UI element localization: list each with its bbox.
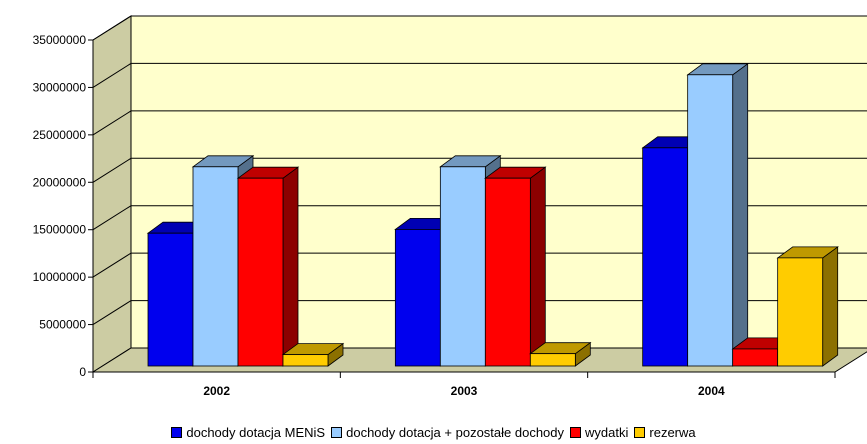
y-tick-label: 20000000 bbox=[33, 175, 87, 189]
legend-label: dochody dotacja + pozostałe dochody bbox=[346, 425, 565, 440]
legend-item: wydatki bbox=[570, 425, 628, 440]
y-tick-label: 5000000 bbox=[39, 318, 86, 332]
legend-item: dochody dotacja MENiS bbox=[171, 425, 325, 440]
legend-swatch bbox=[570, 427, 582, 438]
bar-2002-1 bbox=[192, 166, 239, 367]
bar-2004-3 bbox=[777, 257, 824, 367]
bar-side bbox=[529, 166, 546, 367]
gridline bbox=[92, 252, 867, 278]
gridline bbox=[92, 300, 867, 326]
gridline bbox=[92, 205, 867, 231]
bar-side bbox=[822, 246, 839, 367]
side-wall bbox=[92, 15, 132, 373]
y-tick-label: 25000000 bbox=[33, 128, 87, 142]
gridline bbox=[92, 110, 867, 136]
x-tick-label: 2004 bbox=[698, 384, 725, 398]
legend: dochody dotacja MENiS dochody dotacja + p… bbox=[0, 425, 867, 440]
bar-2004-2 bbox=[732, 348, 779, 367]
bar-2002-2 bbox=[237, 177, 284, 367]
y-tick-label: 35000000 bbox=[33, 33, 87, 47]
legend-label: rezerwa bbox=[649, 425, 696, 440]
bar-2002-3 bbox=[282, 354, 329, 367]
y-tick-label: 10000000 bbox=[33, 270, 87, 284]
x-tick-label: 2003 bbox=[451, 384, 478, 398]
legend-label: dochody dotacja MENiS bbox=[186, 425, 326, 440]
legend-label: wydatki bbox=[585, 425, 629, 440]
chart-plot: 0 5000000 10000000 15000000 20000000 25000000… bbox=[33, 15, 867, 398]
bar-side bbox=[282, 166, 299, 367]
x-tick-label: 2002 bbox=[203, 384, 230, 398]
legend-item: dochody dotacja + pozostałe dochody bbox=[331, 425, 564, 440]
bar-2003-0 bbox=[394, 229, 441, 367]
bar-2003-3 bbox=[529, 353, 576, 367]
gridline bbox=[92, 62, 867, 88]
legend-swatch bbox=[634, 427, 646, 438]
bar-2003-2 bbox=[484, 177, 531, 367]
legend-item: rezerwa bbox=[634, 425, 696, 440]
legend-swatch bbox=[171, 427, 183, 438]
y-tick-label: 30000000 bbox=[33, 80, 87, 94]
bar-2002-0 bbox=[147, 232, 194, 367]
bar-2004-1 bbox=[687, 74, 734, 367]
bar-side bbox=[732, 63, 749, 367]
gridline bbox=[92, 157, 867, 183]
bar-2004-0 bbox=[642, 147, 689, 367]
y-tick-label: 0 bbox=[79, 365, 86, 379]
legend-swatch bbox=[331, 427, 343, 438]
y-tick-label: 15000000 bbox=[33, 223, 87, 237]
bar-2003-1 bbox=[439, 166, 486, 367]
gridline bbox=[92, 15, 867, 41]
